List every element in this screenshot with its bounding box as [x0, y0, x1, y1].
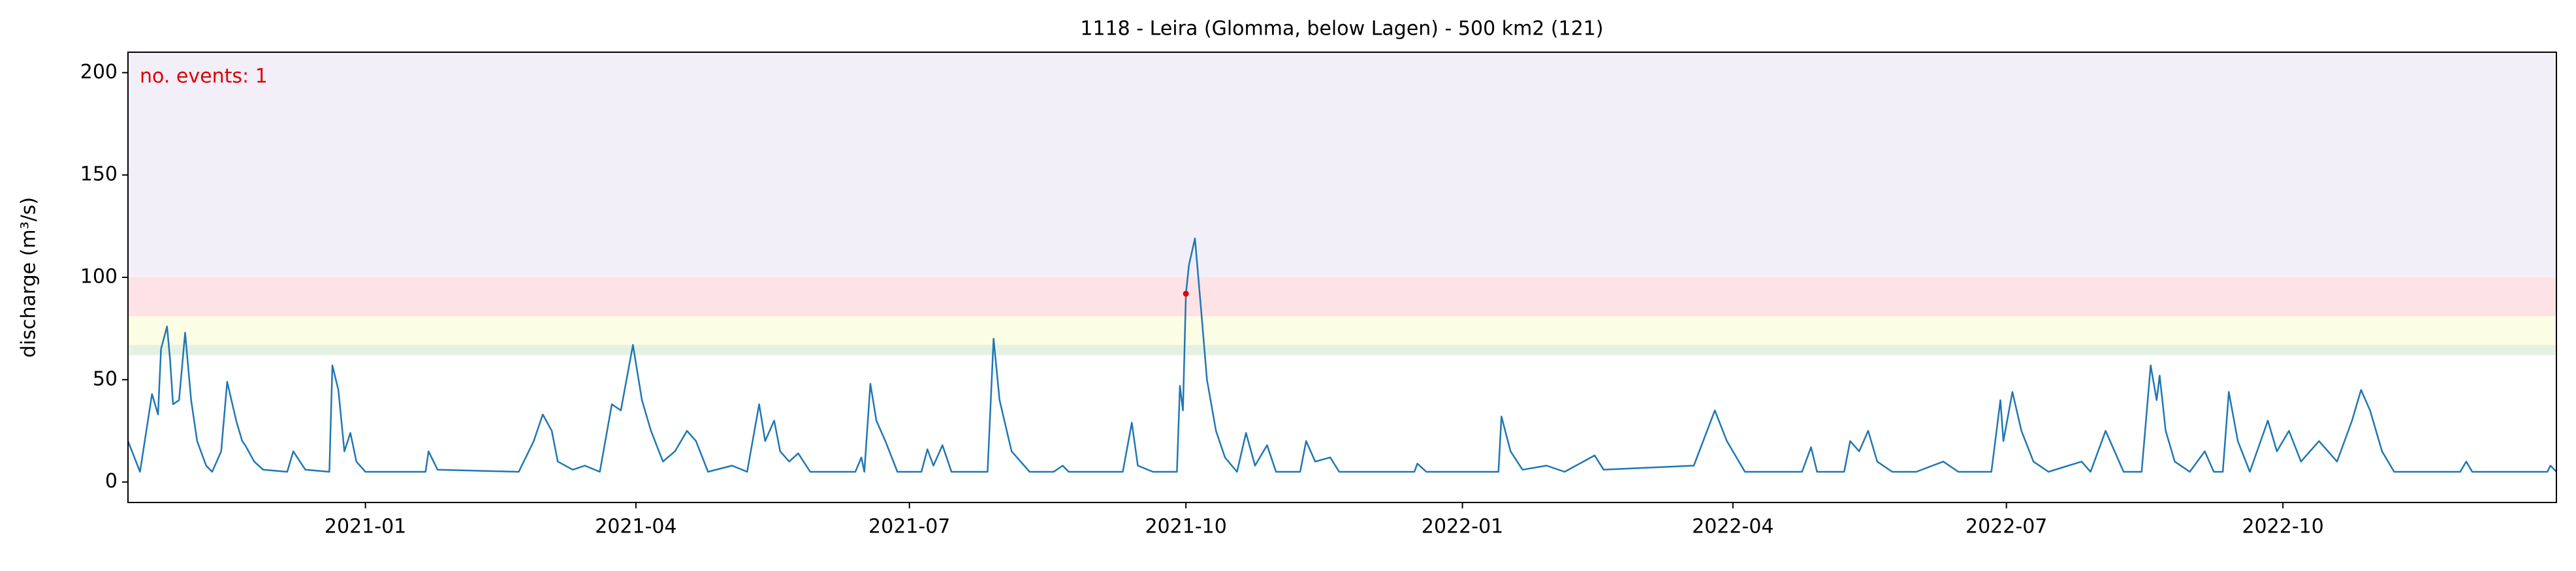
x-tick-label: 2022-04 — [1692, 516, 1773, 538]
threshold-band — [128, 345, 2556, 356]
y-tick-label: 100 — [80, 266, 118, 288]
y-axis-label: discharge (m³/s) — [18, 197, 40, 358]
plot-frame — [127, 52, 2557, 503]
annotation: no. events: 1 — [140, 65, 268, 88]
x-tick-label: 2021-07 — [868, 516, 950, 538]
x-tick-label: 2022-01 — [1422, 516, 1503, 538]
discharge-line — [127, 238, 2557, 473]
y-tick-label: 50 — [93, 367, 118, 390]
threshold-band — [128, 316, 2556, 345]
y-tick-label: 0 — [105, 470, 118, 493]
x-tick-label: 2021-01 — [325, 516, 406, 538]
y-tick-label: 150 — [80, 163, 118, 186]
x-tick-label: 2021-10 — [1145, 516, 1226, 538]
x-tick-label: 2022-07 — [1965, 516, 2047, 538]
threshold-band — [128, 52, 2556, 277]
event-point — [1183, 290, 1189, 297]
x-tick-label: 2022-10 — [2242, 516, 2323, 538]
threshold-band — [128, 277, 2556, 316]
chart-title: 1118 - Leira (Glomma, below Lagen) - 500… — [1080, 18, 1603, 40]
x-tick-label: 2021-04 — [595, 516, 676, 538]
y-tick-label: 200 — [80, 61, 118, 84]
